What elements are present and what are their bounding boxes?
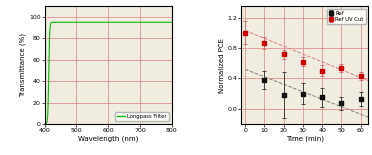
Legend: Longpass Filter: Longpass Filter [115, 112, 169, 121]
Legend: Ref, Ref UV Cut: Ref, Ref UV Cut [327, 9, 366, 24]
X-axis label: Wavelength (nm): Wavelength (nm) [78, 136, 138, 142]
X-axis label: Time (min): Time (min) [286, 136, 324, 142]
Y-axis label: Transmittance (%): Transmittance (%) [20, 33, 26, 97]
Y-axis label: Normalized PCE: Normalized PCE [218, 38, 225, 93]
